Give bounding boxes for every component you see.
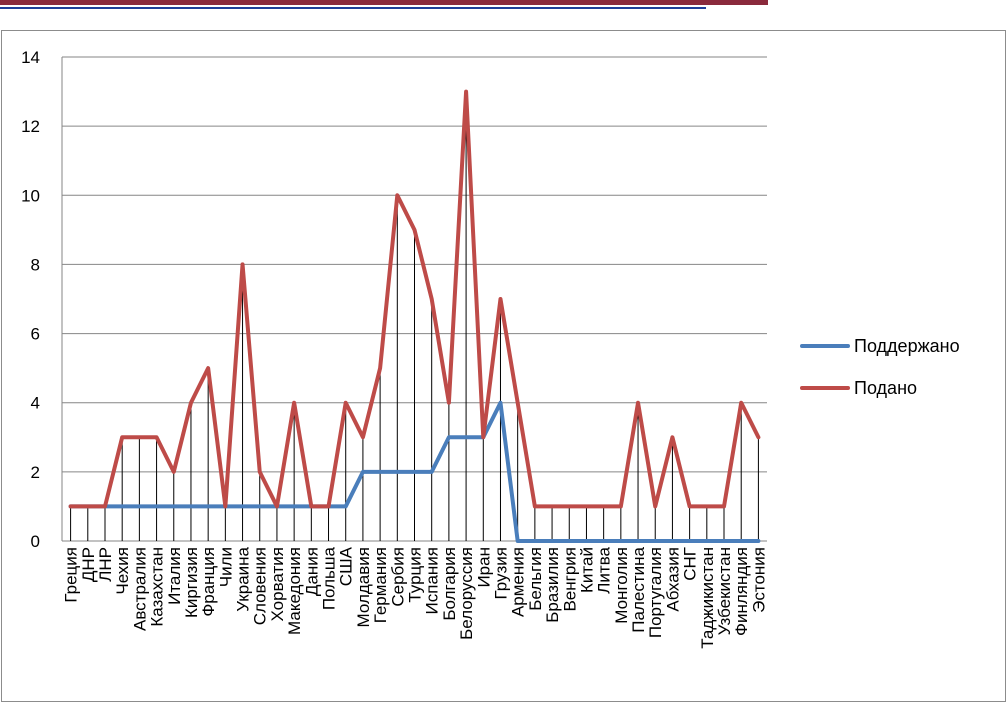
x-tick-label: Финляндия bbox=[732, 547, 751, 636]
drop-lines bbox=[70, 91, 759, 541]
x-tick-label: Португалия bbox=[646, 547, 665, 638]
y-tick-label: 12 bbox=[21, 117, 40, 136]
y-tick-label: 8 bbox=[31, 255, 40, 274]
x-tick-label: Хорватия bbox=[268, 547, 287, 621]
x-tick-label: Бельгия bbox=[526, 547, 545, 611]
y-tick-label: 10 bbox=[21, 186, 40, 205]
x-tick-label: ДНР bbox=[79, 547, 98, 582]
series-line bbox=[68, 400, 761, 543]
x-tick-label: Эстония bbox=[749, 547, 768, 613]
x-tick-label: Македония bbox=[285, 547, 304, 635]
chart-area bbox=[1, 30, 1006, 702]
x-tick-label: Италия bbox=[165, 547, 184, 605]
x-tick-label: Таджикистан bbox=[698, 547, 717, 649]
x-tick-label: Венгрия bbox=[560, 547, 579, 612]
x-tick-label: Бразилия bbox=[543, 547, 562, 623]
series-line bbox=[68, 89, 761, 509]
x-tick-label: Польша bbox=[320, 546, 339, 610]
x-tick-label: Монголия bbox=[612, 547, 631, 624]
x-tick-label: Чили bbox=[216, 547, 235, 587]
x-tick-label: Белоруссия bbox=[457, 547, 476, 640]
x-tick-label: Палестина bbox=[629, 546, 648, 632]
x-tick-label: Чехия bbox=[113, 547, 132, 595]
x-tick-label: Украина bbox=[234, 546, 253, 611]
x-axis-ticks: ГрецияДНРЛНРЧехияАвстралияКазахстанИтали… bbox=[62, 546, 769, 648]
x-tick-label: Китай bbox=[577, 547, 596, 593]
legend: Поддержано Подано bbox=[800, 336, 960, 398]
y-axis-ticks: 0 2 4 6 8 10 12 14 bbox=[21, 48, 40, 551]
series-lines bbox=[68, 89, 761, 543]
x-tick-label: Дания bbox=[302, 547, 321, 596]
x-tick-label: Сербия bbox=[388, 547, 407, 607]
x-tick-label: Франция bbox=[199, 547, 218, 617]
x-tick-label: Германия bbox=[371, 547, 390, 623]
y-tick-label: 0 bbox=[31, 532, 40, 551]
y-tick-label: 14 bbox=[21, 48, 40, 67]
x-tick-label: Болгария bbox=[440, 547, 459, 621]
x-tick-label: Узбекистан bbox=[715, 547, 734, 635]
x-tick-label: Турция bbox=[406, 547, 425, 603]
x-tick-label: Греция bbox=[62, 547, 81, 603]
x-tick-label: ЛНР bbox=[96, 547, 115, 582]
y-tick-label: 6 bbox=[31, 325, 40, 344]
x-tick-label: Иран bbox=[474, 547, 493, 588]
y-tick-label: 4 bbox=[31, 394, 40, 413]
x-tick-label: Армения bbox=[509, 547, 528, 617]
legend-label: Подано bbox=[854, 378, 917, 398]
y-tick-label: 2 bbox=[31, 463, 40, 482]
header-accent-line bbox=[0, 7, 706, 9]
x-tick-label: Испания bbox=[423, 547, 442, 614]
x-tick-label: Австралия bbox=[130, 547, 149, 631]
x-tick-label: Казахстан bbox=[148, 547, 167, 627]
x-tick-label: Словения bbox=[251, 547, 270, 625]
x-tick-label: СНГ bbox=[681, 547, 700, 581]
x-tick-label: Молдавия bbox=[354, 547, 373, 627]
x-tick-label: Литва bbox=[595, 546, 614, 593]
header-accent-bar bbox=[0, 0, 768, 5]
x-tick-label: США bbox=[337, 546, 356, 586]
legend-label: Поддержано bbox=[854, 336, 960, 356]
x-tick-label: Грузия bbox=[491, 547, 510, 600]
x-tick-label: Абхазия bbox=[663, 547, 682, 612]
x-tick-label: Киргизия bbox=[182, 547, 201, 618]
